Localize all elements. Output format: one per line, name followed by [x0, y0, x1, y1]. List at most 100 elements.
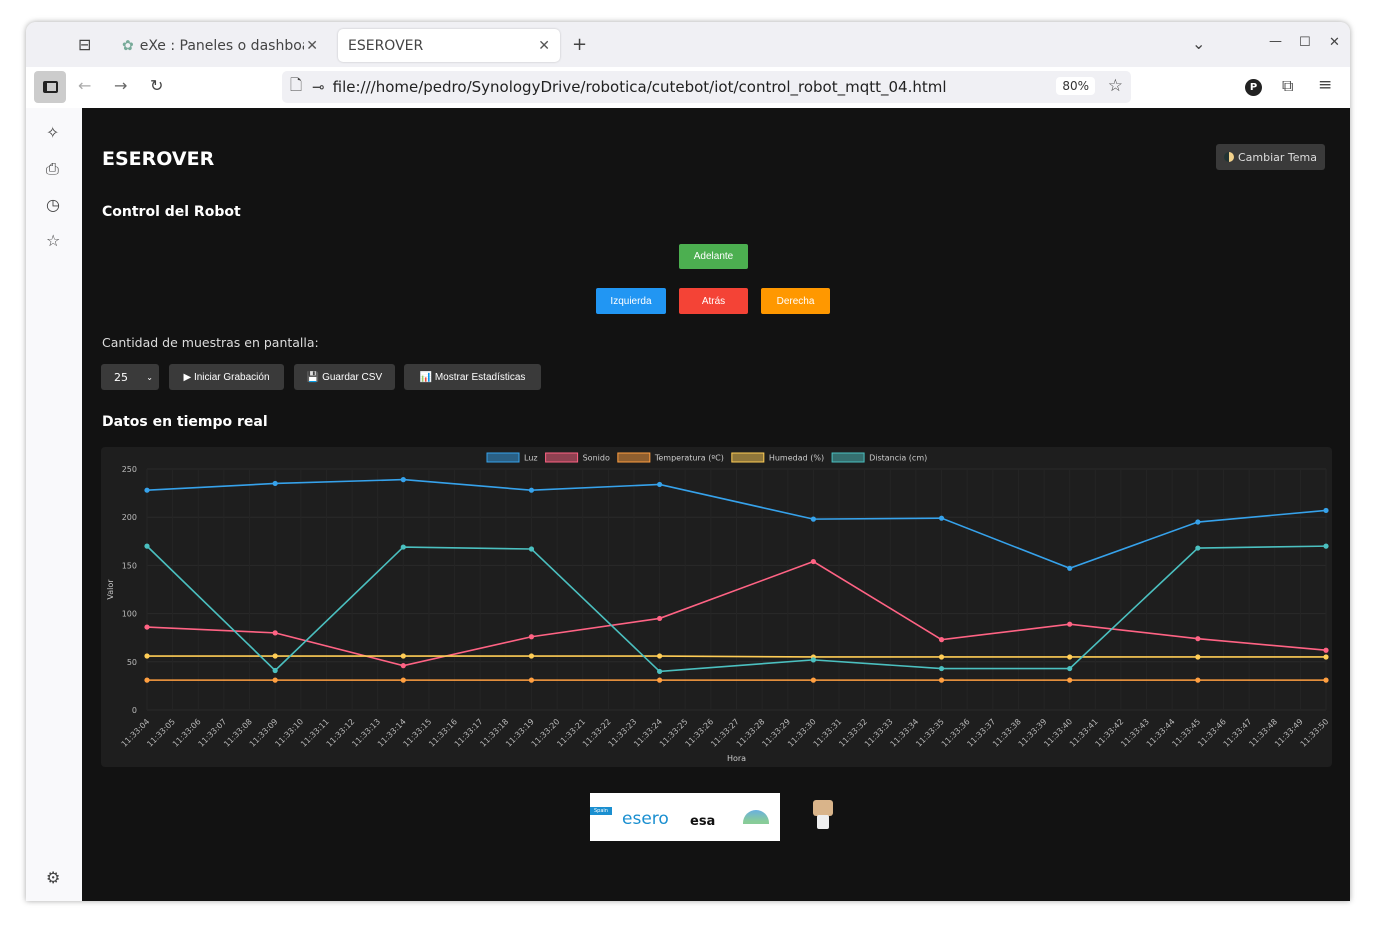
- series-line: [147, 655, 1326, 658]
- data-point: [1323, 543, 1329, 549]
- data-point: [400, 677, 406, 683]
- data-point: [810, 657, 816, 663]
- data-point: [144, 624, 150, 630]
- data-point: [144, 653, 150, 659]
- data-point: [1067, 621, 1073, 627]
- tab-label: ESEROVER: [348, 37, 424, 54]
- extensions-icon[interactable]: ⧉: [1282, 76, 1294, 95]
- data-point: [400, 653, 406, 659]
- partner-logos: Spain esero esa: [590, 793, 780, 841]
- data-point: [657, 615, 663, 622]
- data-point: [938, 637, 945, 643]
- browser-window: ⊟ ✿ eXe : Paneles o dashboard ✕ ESEROVER…: [26, 22, 1350, 901]
- esa-logo: esa: [690, 814, 716, 829]
- history-icon[interactable]: ◷: [46, 195, 60, 214]
- realtime-chart: 0 50 100 150 200 250 11:33:04 11:33:05 11:33:06 1…: [101, 447, 1332, 767]
- data-point: [1323, 654, 1329, 660]
- nav-bar: ← → ↻ 🗋 ⊸ file:///home/pedro/SynologyDri…: [26, 67, 1350, 108]
- data-point: [272, 677, 278, 683]
- data-point: [810, 677, 816, 683]
- zoom-level[interactable]: 80%: [1056, 77, 1095, 95]
- ai-sparkle-icon[interactable]: ✧: [46, 123, 60, 142]
- url-text: file:///home/pedro/SynologyDrive/robotic…: [332, 78, 947, 96]
- tab-overview-icon[interactable]: ⊟: [78, 35, 92, 54]
- forward-icon[interactable]: →: [114, 76, 128, 95]
- parque-ciencias-logo: [743, 810, 769, 824]
- chevron-down-icon: ⌄: [146, 372, 153, 382]
- data-point: [657, 668, 663, 675]
- data-point: [1067, 665, 1073, 672]
- close-tab-icon[interactable]: ✕: [538, 37, 550, 54]
- data-point: [657, 653, 663, 659]
- data-point: [657, 481, 663, 488]
- data-point: [144, 543, 150, 549]
- tab-exe[interactable]: ✿ eXe : Paneles o dashboard ✕: [112, 29, 328, 62]
- x-tick-label: 11:33:50: [1299, 717, 1331, 749]
- half-moon-icon: [1223, 152, 1234, 162]
- data-point: [528, 546, 535, 552]
- legend-swatch: [545, 452, 579, 463]
- synced-tabs-icon[interactable]: ⎙: [46, 159, 59, 178]
- x-axis-title: Hora: [727, 754, 746, 763]
- legend-label: Temperatura (ºC): [654, 454, 724, 463]
- reload-icon[interactable]: ↻: [150, 76, 164, 95]
- data-point: [1195, 545, 1201, 551]
- bookmark-star-icon[interactable]: ☆: [1107, 76, 1123, 96]
- data-point: [810, 516, 816, 522]
- profile-avatar[interactable]: P: [1245, 79, 1262, 96]
- right-button[interactable]: Derecha: [761, 288, 830, 314]
- maximize-icon[interactable]: ☐: [1299, 35, 1311, 50]
- settings-gear-icon[interactable]: ⚙: [46, 868, 61, 887]
- data-point: [1195, 636, 1201, 642]
- start-recording-button[interactable]: ▶ Iniciar Grabación: [169, 364, 284, 390]
- data-point: [528, 487, 535, 493]
- legend-swatch: [486, 452, 520, 463]
- data-point: [272, 653, 278, 659]
- page-title: ESEROVER: [102, 148, 215, 170]
- close-window-icon[interactable]: ✕: [1329, 35, 1340, 50]
- show-stats-button[interactable]: 📊 Mostrar Estadísticas: [404, 364, 541, 390]
- series-line: [146, 560, 1327, 667]
- spain-label: Spain: [590, 807, 612, 815]
- data-point: [938, 677, 945, 683]
- samples-select[interactable]: 25 ⌄: [101, 364, 159, 390]
- data-point: [938, 665, 945, 672]
- data-point: [1067, 677, 1073, 683]
- list-tabs-icon[interactable]: ⌄: [1192, 34, 1206, 53]
- data-point: [1067, 654, 1073, 660]
- minimize-icon[interactable]: —: [1269, 34, 1282, 49]
- legend-label: Distancia (cm): [869, 454, 927, 463]
- legend-label: Humedad (%): [769, 454, 824, 463]
- forward-button[interactable]: Adelante: [679, 244, 748, 269]
- esero-logo: esero: [622, 809, 669, 829]
- bookmarks-star-icon[interactable]: ☆: [46, 231, 61, 250]
- data-point: [1323, 647, 1329, 653]
- legend-label: Luz: [524, 454, 538, 463]
- series-line: [146, 478, 1327, 570]
- back-icon[interactable]: ←: [78, 76, 92, 95]
- data-point: [657, 677, 663, 683]
- data-point: [528, 653, 535, 659]
- legend-swatch: [617, 452, 651, 463]
- save-csv-button[interactable]: 💾 Guardar CSV: [294, 364, 395, 390]
- data-point: [1323, 677, 1329, 683]
- menu-icon[interactable]: ≡: [1318, 75, 1333, 95]
- close-tab-icon[interactable]: ✕: [306, 37, 318, 54]
- left-button[interactable]: Izquierda: [596, 288, 666, 314]
- key-icon: ⊸: [312, 78, 325, 96]
- sidebar-toggle-icon[interactable]: [34, 71, 66, 103]
- data-point: [1195, 677, 1201, 683]
- tab-eserover[interactable]: ESEROVER ✕: [338, 29, 560, 62]
- data-point: [528, 677, 535, 683]
- data-point: [400, 544, 406, 550]
- data-point: [1195, 654, 1201, 660]
- url-bar[interactable]: 🗋 ⊸ file:///home/pedro/SynologyDrive/rob…: [282, 71, 1131, 103]
- new-tab-icon[interactable]: +: [572, 34, 588, 55]
- data-point: [272, 480, 278, 487]
- back-button[interactable]: Atrás: [679, 288, 748, 314]
- chart-svg: 05010015020025011:33:0411:33:0511:33:061…: [106, 452, 1331, 763]
- select-value: 25: [114, 370, 128, 384]
- change-theme-button[interactable]: Cambiar Tema: [1216, 144, 1325, 170]
- data-point: [400, 477, 406, 483]
- series-line: [146, 545, 1327, 673]
